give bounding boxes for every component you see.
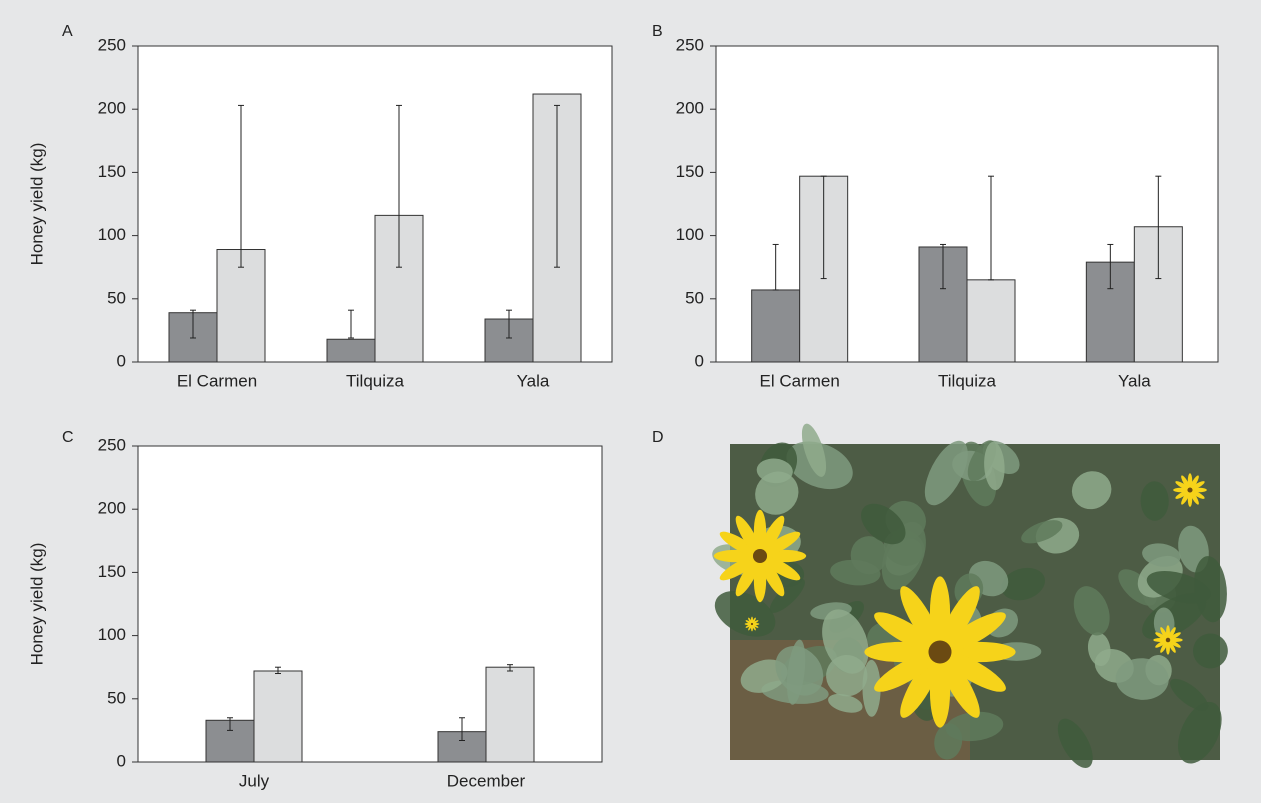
y-tick-label: 100 — [676, 225, 704, 244]
y-axis-label: Honey yield (kg) — [27, 543, 46, 666]
x-tick-label: Yala — [517, 371, 550, 390]
bar — [752, 290, 800, 362]
panel-letter: B — [652, 23, 663, 40]
flower-center — [1187, 487, 1192, 492]
y-tick-label: 150 — [676, 162, 704, 181]
y-tick-label: 200 — [98, 99, 126, 118]
bar — [486, 667, 534, 762]
flower-center — [751, 623, 753, 625]
page: D A Honey yield (kg) 0 50 100 150 200 250 El Car… — [0, 0, 1261, 803]
photo — [707, 421, 1234, 773]
y-tick-label: 0 — [117, 351, 126, 370]
panel-letter: D — [652, 429, 664, 446]
x-tick-label: December — [447, 771, 526, 790]
y-tick-label: 200 — [98, 499, 126, 518]
x-tick-label: Tilquiza — [346, 371, 404, 390]
y-tick-label: 250 — [676, 35, 704, 54]
y-tick-label: 150 — [98, 162, 126, 181]
y-tick-label: 50 — [107, 688, 126, 707]
panel-letter: C — [62, 429, 74, 446]
x-tick-label: El Carmen — [177, 371, 257, 390]
flower-center — [1166, 638, 1170, 642]
y-tick-label: 250 — [98, 435, 126, 454]
y-tick-label: 200 — [676, 99, 704, 118]
bar — [254, 671, 302, 762]
x-tick-label: El Carmen — [760, 371, 840, 390]
y-tick-label: 150 — [98, 562, 126, 581]
y-tick-label: 100 — [98, 225, 126, 244]
y-tick-label: 250 — [98, 35, 126, 54]
y-tick-label: 50 — [685, 288, 704, 307]
y-tick-label: 50 — [107, 288, 126, 307]
y-tick-label: 0 — [117, 751, 126, 770]
x-tick-label: Tilquiza — [938, 371, 996, 390]
bar — [967, 280, 1015, 362]
y-axis-label: Honey yield (kg) — [27, 143, 46, 266]
flower-center — [753, 549, 767, 563]
y-tick-label: 100 — [98, 625, 126, 644]
y-tick-label: 0 — [695, 351, 704, 370]
x-tick-label: Yala — [1118, 371, 1151, 390]
flower-center — [928, 640, 951, 663]
panel-letter: A — [62, 23, 73, 40]
x-tick-label: July — [239, 771, 270, 790]
bar — [327, 339, 375, 362]
figure: D A Honey yield (kg) 0 50 100 150 200 250 El Car… — [0, 0, 1261, 803]
